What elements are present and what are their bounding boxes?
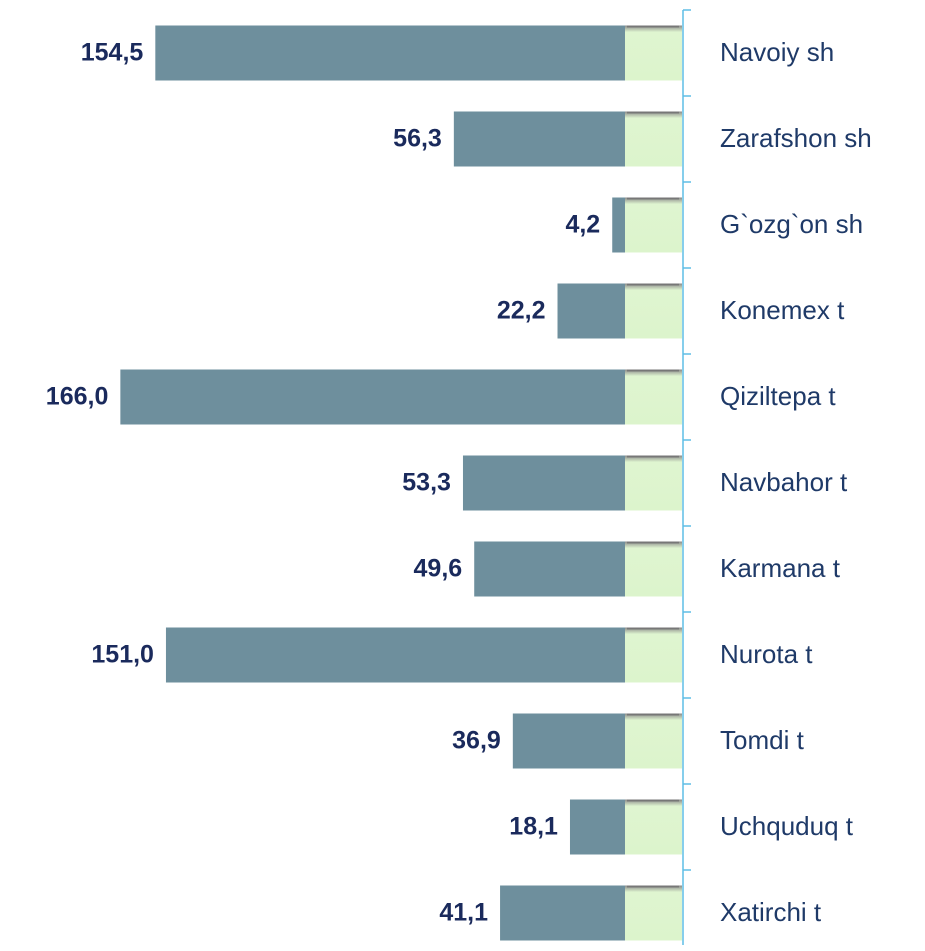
band-decoration — [625, 455, 682, 511]
bar — [612, 197, 625, 253]
band-decoration — [625, 627, 682, 683]
value-label: 18,1 — [509, 813, 558, 841]
band-decoration — [625, 283, 682, 339]
value-label: 56,3 — [393, 125, 442, 153]
value-label: 166,0 — [46, 383, 109, 411]
value-label: 53,3 — [402, 469, 451, 497]
value-label: 151,0 — [91, 641, 154, 669]
value-label: 36,9 — [452, 727, 501, 755]
band-decoration — [625, 885, 682, 941]
category-label: Navoiy sh — [720, 37, 834, 67]
category-label: Xatirchi t — [720, 897, 822, 927]
bar — [500, 885, 625, 941]
band-decoration — [625, 369, 682, 425]
category-label: Konemex t — [720, 295, 845, 325]
value-label: 4,2 — [565, 211, 600, 239]
value-label: 49,6 — [414, 555, 463, 583]
bar — [120, 369, 626, 425]
bar — [462, 455, 625, 511]
value-label: 154,5 — [81, 39, 144, 67]
category-label: Nurota t — [720, 639, 813, 669]
category-label: Uchquduq t — [720, 811, 854, 841]
band-decoration — [625, 197, 682, 253]
band-decoration — [625, 541, 682, 597]
bar — [165, 627, 625, 683]
band-decoration — [625, 799, 682, 855]
band-decoration — [625, 111, 682, 167]
value-label: 41,1 — [439, 899, 488, 927]
band-decoration — [625, 25, 682, 81]
category-label: Zarafshon sh — [720, 123, 872, 153]
bar — [569, 799, 625, 855]
band-decoration — [625, 713, 682, 769]
bar — [155, 25, 625, 81]
category-label: Navbahor t — [720, 467, 848, 497]
bar — [557, 283, 625, 339]
bar — [474, 541, 625, 597]
category-label: Qiziltepa t — [720, 381, 836, 411]
category-label: G`ozg`on sh — [720, 209, 863, 239]
bar — [512, 713, 625, 769]
value-label: 22,2 — [497, 297, 546, 325]
bar — [453, 111, 625, 167]
category-label: Karmana t — [720, 553, 841, 583]
category-label: Tomdi t — [720, 725, 805, 755]
